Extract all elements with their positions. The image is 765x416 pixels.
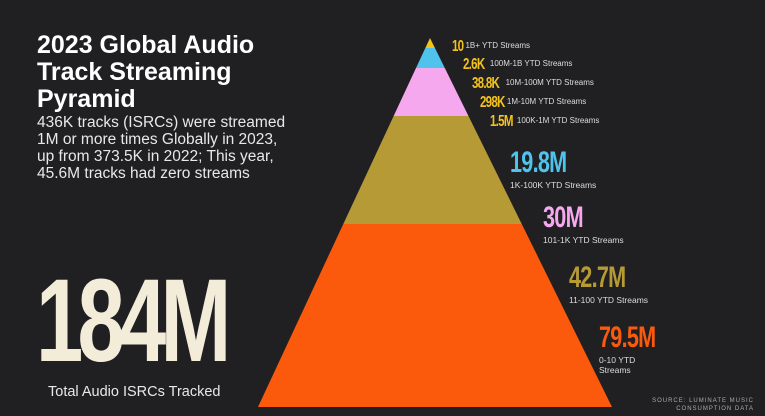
tier-value: 10 (452, 38, 464, 55)
source-note: SOURCE: LUMINATE MUSIC CONSUMPTION DATA (652, 398, 754, 412)
tier-label: 38.8K 10M-100M YTD Streams (472, 75, 594, 93)
tier-label: 10 1B+ YTD Streams (452, 38, 530, 56)
tier-value: 19.8M (510, 146, 567, 179)
tier-category: 1K-100K YTD Streams (510, 180, 597, 190)
tier-category: 100K-1M YTD Streams (516, 116, 600, 125)
tier-category: 1B+ YTD Streams (465, 41, 530, 50)
tier-value: 30M (543, 201, 584, 234)
pyramid-band-pink (393, 68, 469, 116)
tier-category: 100M-1B YTD Streams (489, 59, 573, 68)
tier-label: 19.8M 1K-100K YTD Streams (510, 146, 597, 191)
tier-category: 101-1K YTD Streams (543, 235, 624, 245)
tier-label: 2.6K 100M-1B YTD Streams (463, 56, 572, 74)
subtitle: 436K tracks (ISRCs) were streamed 1M or … (37, 114, 286, 182)
tier-label: 298K 1M-10M YTD Streams (480, 94, 586, 112)
tier-category: 11-100 YTD Streams (569, 295, 649, 305)
tier-value: 2.6K (463, 56, 485, 73)
tier-category: 1M-10M YTD Streams (506, 97, 587, 106)
tier-value: 38.8K (472, 75, 500, 92)
tier-value: 298K (480, 94, 505, 111)
page-title: 2023 Global Audio Track Streaming Pyrami… (37, 31, 255, 113)
tier-label: 42.7M 11-100 YTD Streams (569, 261, 649, 306)
total-value: 184M (36, 255, 231, 387)
tier-label: 79.5M 0-10 YTD Streams (599, 321, 677, 376)
tier-value: 79.5M (599, 321, 656, 354)
tier-category: 0-10 YTD Streams (599, 355, 636, 375)
tier-label: 1.5M 100K-1M YTD Streams (490, 113, 599, 131)
tier-value: 1.5M (490, 113, 513, 130)
pyramid-band-orange (258, 224, 612, 407)
total-caption: Total Audio ISRCs Tracked (48, 384, 221, 400)
tier-label: 30M 101-1K YTD Streams (543, 201, 624, 246)
pyramid-band-blue (416, 48, 445, 68)
pyramid-band-olive (343, 116, 522, 224)
tier-category: 10M-100M YTD Streams (505, 78, 594, 87)
tier-value: 42.7M (569, 261, 626, 294)
pyramid-band-top (425, 38, 435, 48)
